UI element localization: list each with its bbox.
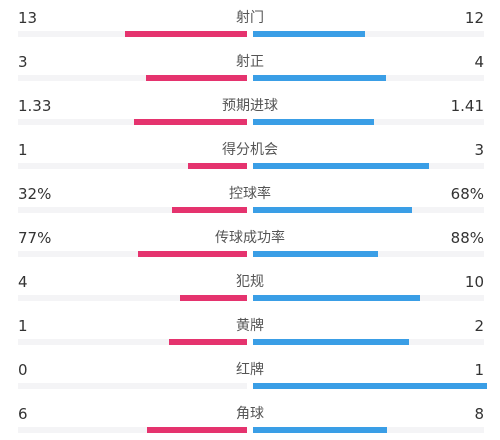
home-value: 0 <box>18 361 28 379</box>
home-value: 3 <box>18 53 28 71</box>
stat-label: 红牌 <box>236 362 264 378</box>
home-bar <box>134 119 247 125</box>
away-value: 3 <box>474 141 484 159</box>
stat-row: 0 红牌 1 <box>0 352 500 396</box>
stat-label: 射门 <box>236 10 264 26</box>
home-bar-track <box>18 339 247 345</box>
stat-label: 预期进球 <box>222 98 278 114</box>
home-value: 4 <box>18 273 28 291</box>
away-value: 88% <box>450 229 484 247</box>
home-bar-track <box>18 295 247 301</box>
home-bar <box>147 427 247 433</box>
home-bar <box>180 295 247 301</box>
home-bar <box>188 163 247 169</box>
away-value: 8 <box>474 405 484 423</box>
home-value: 1 <box>18 317 28 335</box>
stat-row: 6 角球 8 <box>0 396 500 440</box>
stat-row: 3 射正 4 <box>0 44 500 88</box>
stat-row: 32% 控球率 68% <box>0 176 500 220</box>
away-value: 1 <box>474 361 484 379</box>
home-value: 6 <box>18 405 28 423</box>
stat-label: 得分机会 <box>222 142 278 158</box>
home-bar <box>146 75 247 81</box>
home-bar <box>125 31 247 37</box>
away-bar-track <box>253 31 484 37</box>
away-value: 4 <box>474 53 484 71</box>
home-bar-track <box>18 119 247 125</box>
away-bar <box>253 75 386 81</box>
away-bar <box>253 427 387 433</box>
home-value: 32% <box>18 185 52 203</box>
stat-row: 1 得分机会 3 <box>0 132 500 176</box>
away-value: 1.41 <box>450 97 484 115</box>
stat-row: 4 犯规 10 <box>0 264 500 308</box>
home-bar-track <box>18 75 247 81</box>
away-bar <box>253 251 378 257</box>
home-value: 1 <box>18 141 28 159</box>
stat-row: 1 黄牌 2 <box>0 308 500 352</box>
home-value: 1.33 <box>18 97 52 115</box>
away-value: 2 <box>474 317 484 335</box>
home-bar <box>172 207 247 213</box>
home-bar-track <box>18 251 247 257</box>
away-bar <box>253 383 487 389</box>
away-bar <box>253 31 365 37</box>
home-value: 13 <box>18 9 38 27</box>
stat-label: 传球成功率 <box>215 230 285 246</box>
stat-label: 犯规 <box>236 274 264 290</box>
home-bar-track <box>18 163 247 169</box>
home-value: 77% <box>18 229 52 247</box>
stat-row: 77% 传球成功率 88% <box>0 220 500 264</box>
away-value: 68% <box>450 185 484 203</box>
away-bar <box>253 163 429 169</box>
away-bar <box>253 207 412 213</box>
home-bar-track <box>18 207 247 213</box>
home-bar <box>138 251 247 257</box>
away-value: 10 <box>464 273 484 291</box>
stat-label: 角球 <box>236 406 264 422</box>
home-bar-track <box>18 383 247 389</box>
away-bar <box>253 119 374 125</box>
away-bar <box>253 339 409 345</box>
stat-label: 射正 <box>236 54 264 70</box>
away-bar <box>253 295 420 301</box>
stat-row: 13 射门 12 <box>0 0 500 44</box>
home-bar <box>169 339 247 345</box>
stat-label: 黄牌 <box>236 318 264 334</box>
stat-row: 1.33 预期进球 1.41 <box>0 88 500 132</box>
stat-label: 控球率 <box>229 186 271 202</box>
home-bar-track <box>18 427 247 433</box>
away-value: 12 <box>464 9 484 27</box>
